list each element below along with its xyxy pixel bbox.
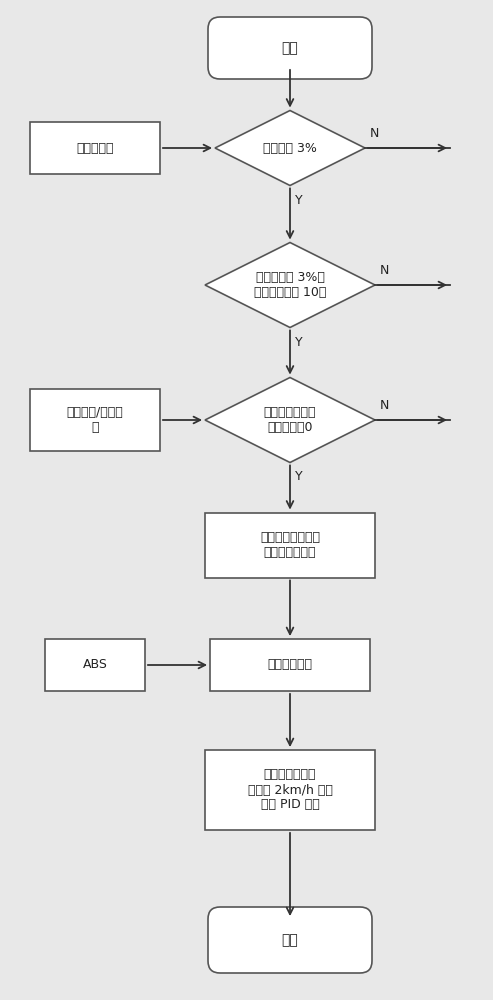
Text: ABS: ABS — [82, 658, 107, 672]
Text: 当前车速大于目
标车速 2km/h 时，
进行 PID 控制: 当前车速大于目 标车速 2km/h 时， 进行 PID 控制 — [247, 768, 332, 812]
Bar — [210, 639, 370, 691]
Text: N: N — [370, 127, 380, 140]
Bar — [205, 512, 375, 578]
Polygon shape — [205, 242, 375, 328]
Text: Y: Y — [295, 336, 303, 349]
Text: 坡度传感器: 坡度传感器 — [76, 141, 114, 154]
Text: 制动及加速踏板
开信号均为0: 制动及加速踏板 开信号均为0 — [264, 406, 316, 434]
FancyBboxPatch shape — [208, 17, 372, 79]
Bar — [205, 750, 375, 830]
FancyBboxPatch shape — [208, 907, 372, 973]
Bar — [30, 122, 160, 174]
Text: N: N — [380, 399, 389, 412]
Text: （下坡度） 3%的
持续时间）） 10秒: （下坡度） 3%的 持续时间）） 10秒 — [254, 271, 326, 299]
Polygon shape — [215, 110, 365, 186]
Text: 开始: 开始 — [282, 41, 298, 55]
Bar — [30, 389, 160, 451]
Text: Y: Y — [295, 194, 303, 207]
Text: 结束: 结束 — [282, 933, 298, 947]
Polygon shape — [205, 377, 375, 462]
Text: N: N — [380, 264, 389, 277]
Text: 储存松开踏板时的
车速为目标车速: 储存松开踏板时的 车速为目标车速 — [260, 531, 320, 559]
Text: 下坡度） 3%: 下坡度） 3% — [263, 141, 317, 154]
Text: 采集当前车速: 采集当前车速 — [268, 658, 313, 672]
Text: 制动踏板/加速踏
板: 制动踏板/加速踏 板 — [67, 406, 123, 434]
Text: Y: Y — [295, 471, 303, 484]
Bar — [45, 639, 145, 691]
